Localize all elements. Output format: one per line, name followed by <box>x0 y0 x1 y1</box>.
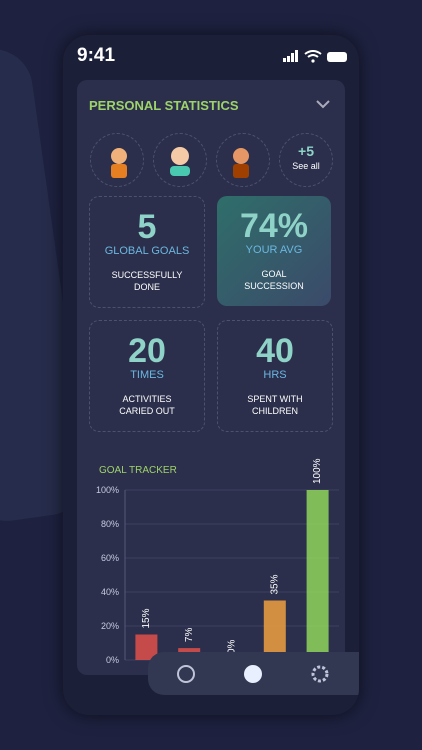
nav-stats[interactable] <box>244 665 262 683</box>
bar <box>306 490 329 660</box>
y-tick-label: 60% <box>101 553 119 563</box>
stat-card: 40 HRS SPENT WITH CHILDREN <box>217 320 333 432</box>
y-tick-label: 20% <box>101 621 119 631</box>
stat-desc: ACTIVITIES CARIED OUT <box>119 394 175 416</box>
more-count: +5 <box>298 143 314 159</box>
chart-title: GOAL TRACKER <box>99 465 177 476</box>
y-tick-label: 40% <box>101 587 119 597</box>
stat-value: 40 <box>256 332 294 370</box>
stat-unit: GLOBAL GOALS <box>104 245 190 257</box>
value-label: 35% <box>269 574 280 594</box>
y-tick-label: 80% <box>101 519 119 529</box>
value-label: 100% <box>312 458 323 484</box>
stat-value: 20 <box>128 332 166 370</box>
panel-title: PERSONAL STATISTICS <box>89 98 239 113</box>
avatar[interactable] <box>153 133 207 187</box>
stat-unit: TIMES <box>130 369 164 381</box>
see-all: See all <box>292 161 320 171</box>
avatar[interactable] <box>216 133 270 187</box>
bottom-nav <box>148 652 359 695</box>
stat-unit: YOUR AVG <box>245 244 303 256</box>
y-tick-label: 0% <box>106 655 119 665</box>
stat-card: 5 GLOBAL GOALS SUCCESSFULLY DONE <box>89 196 205 308</box>
y-tick-label: 100% <box>96 485 119 495</box>
stat-desc: SPENT WITH CHILDREN <box>247 394 303 416</box>
status-time: 9:41 <box>77 45 116 66</box>
stats-panel: PERSONAL STATISTICS +5 See all 5 GLOBAL G… <box>77 80 345 675</box>
nav-child[interactable] <box>177 665 195 683</box>
phone-frame: 9:41 PERSONAL STATISTICS +5 See all 5 GLO… <box>63 35 359 715</box>
stat-card: 74% YOUR AVG GOAL SUCCESSION <box>217 196 331 306</box>
value-label: 15% <box>141 608 152 628</box>
avatar[interactable] <box>90 133 144 187</box>
stat-unit: HRS <box>263 369 287 381</box>
stat-desc: GOAL SUCCESSION <box>244 269 304 291</box>
stat-value: 74% <box>239 207 309 245</box>
stat-desc: SUCCESSFULLY DONE <box>111 270 183 292</box>
see-all-button[interactable]: +5 See all <box>279 133 333 187</box>
stat-card: 20 TIMES ACTIVITIES CARIED OUT <box>89 320 205 432</box>
bar <box>135 634 158 660</box>
status-icons <box>283 50 347 63</box>
value-label: 0% <box>227 639 238 654</box>
nav-settings[interactable] <box>311 665 329 683</box>
bar <box>263 600 286 660</box>
value-label: 7% <box>184 628 195 643</box>
collapse-icon[interactable] <box>315 98 331 110</box>
goal-tracker-chart: GOAL TRACKER 0% 20% 40% 60% 80% 100% 15% 7% 0% 35%… <box>96 458 339 665</box>
stat-value: 5 <box>137 208 157 246</box>
